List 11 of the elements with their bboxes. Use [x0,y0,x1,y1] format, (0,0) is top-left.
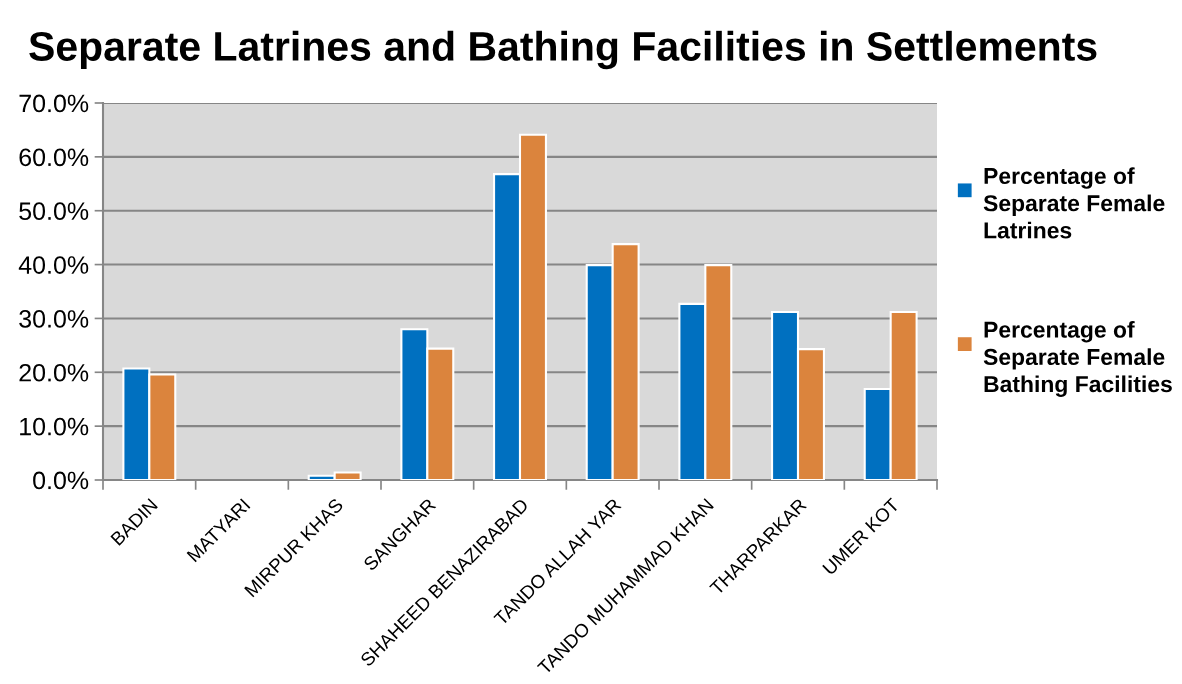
legend-label: Percentage of Separate Female Latrines [983,167,1165,239]
y-tick-label: 60.0% [19,148,89,167]
legend-label: Percentage of Separate Female Bathing Facilities [983,320,1172,397]
y-tick-label: 20.0% [19,363,89,382]
y-tick-label: 30.0% [19,310,89,328]
y-tick-label: 70.0% [19,94,89,113]
y-tick-label: 0.0% [33,471,89,490]
y-tick-label: 50.0% [19,202,89,221]
chart-title: Separate Latrines and Bathing Facilities in Settlements [29,30,1097,70]
y-tick-label: 10.0% [20,417,89,436]
y-tick-label: 40.0% [18,256,89,274]
